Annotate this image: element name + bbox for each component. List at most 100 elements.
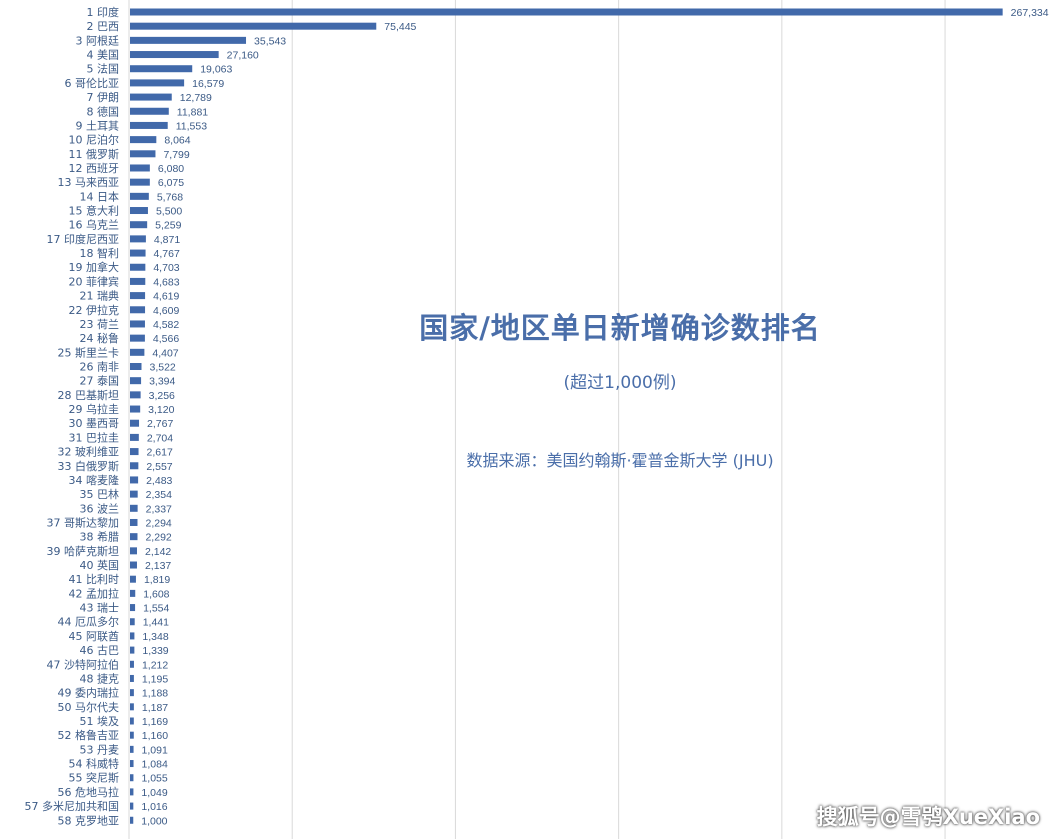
value-label: 2,142 bbox=[145, 546, 171, 558]
value-label: 1,016 bbox=[141, 801, 167, 813]
value-label: 5,259 bbox=[155, 220, 181, 232]
value-label: 5,768 bbox=[157, 191, 183, 203]
bar bbox=[130, 618, 135, 626]
bar bbox=[130, 36, 247, 44]
category-label: 1 印度 bbox=[87, 5, 120, 19]
bar bbox=[130, 263, 146, 271]
category-label: 30 墨西哥 bbox=[69, 417, 120, 430]
category-label: 35 巴林 bbox=[80, 487, 120, 501]
bar bbox=[130, 462, 139, 470]
value-label: 27,160 bbox=[227, 50, 259, 62]
category-label: 29 乌拉圭 bbox=[69, 402, 120, 416]
bar bbox=[130, 674, 134, 682]
category-label: 10 尼泊尔 bbox=[69, 134, 120, 147]
value-label: 4,407 bbox=[152, 347, 178, 359]
bar bbox=[130, 405, 141, 413]
bar bbox=[130, 8, 1003, 16]
category-label: 26 南非 bbox=[80, 361, 120, 374]
bar bbox=[130, 235, 146, 243]
bar bbox=[130, 802, 134, 810]
value-label: 1,049 bbox=[141, 787, 167, 799]
value-label: 1,160 bbox=[142, 730, 168, 742]
category-label: 17 印度尼西亚 bbox=[47, 232, 120, 246]
bar bbox=[130, 689, 134, 697]
value-label: 1,212 bbox=[142, 659, 168, 671]
category-label: 57 多米尼加共和国 bbox=[25, 799, 120, 813]
value-label: 1,000 bbox=[141, 815, 167, 827]
bar bbox=[130, 292, 146, 300]
value-label: 2,354 bbox=[146, 489, 172, 501]
category-label: 55 突尼斯 bbox=[69, 771, 120, 785]
value-label: 2,767 bbox=[147, 418, 173, 430]
category-label: 32 玻利维亚 bbox=[58, 446, 120, 459]
category-label: 53 丹麦 bbox=[80, 743, 120, 756]
category-label: 16 乌克兰 bbox=[69, 218, 120, 232]
category-label: 56 危地马拉 bbox=[58, 785, 120, 799]
bar bbox=[130, 391, 141, 399]
bar bbox=[130, 745, 134, 753]
value-label: 2,337 bbox=[146, 503, 172, 515]
value-label: 4,767 bbox=[154, 248, 180, 260]
bar bbox=[130, 476, 139, 484]
category-label: 51 埃及 bbox=[80, 714, 120, 728]
value-label: 2,617 bbox=[147, 447, 173, 459]
category-label: 14 日本 bbox=[80, 189, 120, 203]
category-label: 15 意大利 bbox=[69, 204, 120, 218]
value-label: 3,522 bbox=[149, 362, 175, 374]
category-label: 38 希腊 bbox=[80, 530, 120, 544]
value-label: 3,256 bbox=[149, 390, 175, 402]
category-label: 39 哈萨克斯坦 bbox=[47, 544, 120, 558]
category-label: 7 伊朗 bbox=[87, 91, 120, 104]
category-label: 44 厄瓜多尔 bbox=[58, 615, 120, 629]
bar bbox=[130, 533, 138, 541]
category-label: 45 阿联酋 bbox=[69, 629, 120, 643]
value-label: 2,704 bbox=[147, 432, 173, 444]
category-label: 40 英国 bbox=[80, 558, 120, 572]
category-label: 24 秘鲁 bbox=[80, 331, 120, 345]
category-label: 4 美国 bbox=[87, 49, 120, 62]
category-label: 5 法国 bbox=[87, 62, 120, 76]
category-label: 50 马尔代夫 bbox=[58, 701, 120, 714]
value-label: 4,582 bbox=[153, 319, 179, 331]
category-label: 21 瑞典 bbox=[80, 289, 120, 303]
bar bbox=[130, 604, 136, 612]
value-label: 2,557 bbox=[146, 461, 172, 473]
value-label: 8,064 bbox=[164, 135, 190, 147]
bar bbox=[130, 504, 138, 512]
value-label: 6,080 bbox=[158, 163, 184, 175]
value-label: 11,881 bbox=[177, 106, 208, 118]
bar bbox=[130, 178, 150, 186]
value-label: 12,789 bbox=[180, 92, 212, 104]
bar bbox=[130, 277, 146, 285]
value-label: 5,500 bbox=[156, 206, 182, 218]
bar bbox=[130, 249, 146, 257]
category-label: 12 西班牙 bbox=[69, 162, 120, 175]
value-label: 16,579 bbox=[192, 78, 224, 90]
value-label: 4,703 bbox=[153, 262, 179, 274]
value-label: 1,441 bbox=[143, 617, 169, 629]
bar bbox=[130, 221, 148, 229]
category-label: 36 波兰 bbox=[80, 502, 120, 515]
value-label: 1,339 bbox=[142, 645, 168, 657]
category-label: 23 荷兰 bbox=[80, 318, 120, 331]
bar bbox=[130, 561, 137, 569]
value-label: 2,483 bbox=[146, 475, 172, 487]
value-label: 3,394 bbox=[149, 376, 175, 388]
value-label: 4,609 bbox=[153, 305, 179, 317]
bar bbox=[130, 320, 145, 328]
value-label: 1,188 bbox=[142, 688, 168, 700]
value-label: 4,871 bbox=[154, 234, 180, 246]
category-label: 2 巴西 bbox=[87, 20, 120, 33]
bar bbox=[130, 150, 156, 158]
bar bbox=[130, 448, 139, 456]
category-label: 37 哥斯达黎加 bbox=[47, 515, 120, 529]
category-label: 22 伊拉克 bbox=[69, 303, 120, 317]
bar bbox=[130, 660, 134, 668]
bar bbox=[130, 65, 193, 73]
value-label: 1,055 bbox=[141, 773, 167, 785]
bar bbox=[130, 575, 136, 583]
bar bbox=[130, 164, 150, 172]
value-label: 2,294 bbox=[145, 517, 171, 529]
